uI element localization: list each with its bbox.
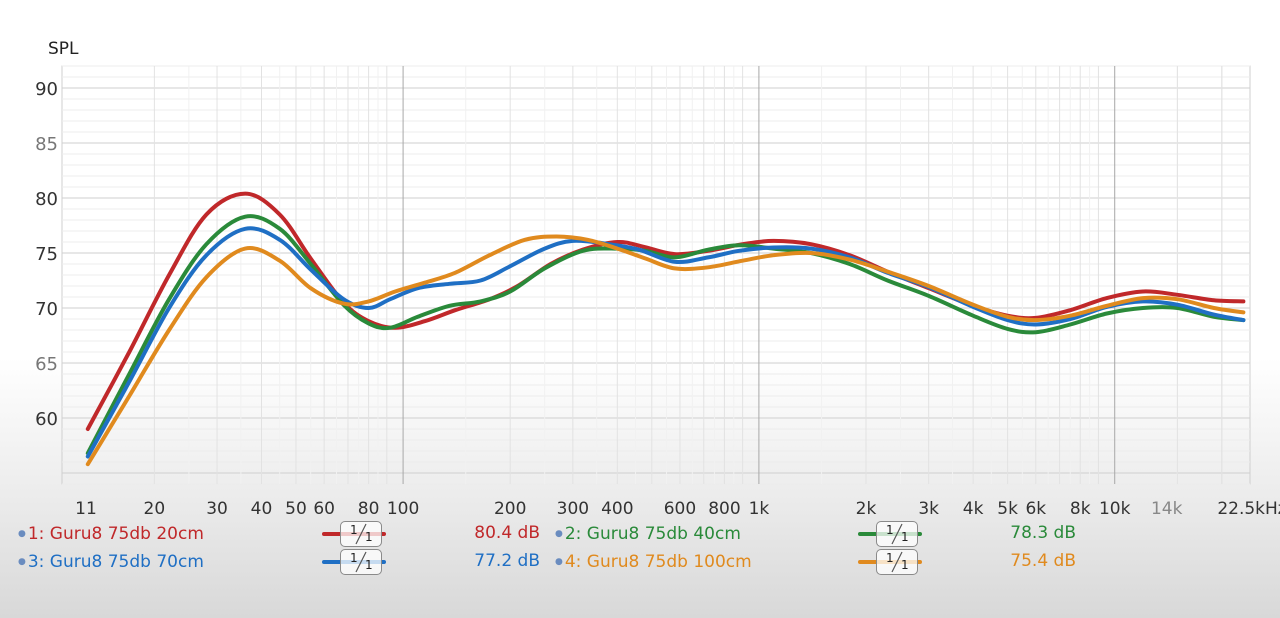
y-tick-label: 80 <box>35 189 58 210</box>
x-tick-label: 2k <box>856 499 877 519</box>
x-tick-label: 200 <box>494 499 526 519</box>
x-tick-label: 60 <box>313 499 335 519</box>
legend-visibility-icon[interactable]: ● <box>18 529 26 539</box>
x-tick-label: 22.5kHz <box>1217 499 1280 519</box>
chart-axes: 90 85 80 75 70 65 60 11 20 30 40 50 60 80 100 200 300 400… <box>35 79 1280 519</box>
legend-peak-value: 80.4 dB <box>474 523 540 543</box>
legend-peak-value: 78.3 dB <box>1010 523 1076 543</box>
y-tick-label: 60 <box>35 409 58 430</box>
legend-series-name: 3: Guru8 75db 70cm <box>27 552 204 572</box>
x-tick-label: 6k <box>1025 499 1046 519</box>
x-tick-label: 20 <box>144 499 166 519</box>
x-tick-label: 30 <box>206 499 228 519</box>
x-tick-label: 14k <box>1151 499 1183 519</box>
legend-entry-4[interactable]: ● 4: Guru8 75db 100cm <box>555 548 752 576</box>
series-line-1 <box>85 191 1246 431</box>
legend: ● 1: Guru8 75db 20cm 1 1 80.4 dB ● 2: Guru8 75… <box>0 518 1280 578</box>
x-tick-label: 8k <box>1070 499 1091 519</box>
legend-entry-2[interactable]: ● 2: Guru8 75db 40cm <box>555 520 741 548</box>
legend-entry-3[interactable]: ● 3: Guru8 75db 70cm <box>18 548 204 576</box>
chart-grid <box>61 65 1251 485</box>
y-tick-label: 90 <box>35 79 58 100</box>
chart-series <box>85 191 1246 467</box>
legend-visibility-icon[interactable]: ● <box>18 557 26 567</box>
x-tick-label: 40 <box>251 499 273 519</box>
legend-series-name: 2: Guru8 75db 40cm <box>564 524 741 544</box>
series-line-3 <box>85 226 1246 459</box>
legend-visibility-icon[interactable]: ● <box>555 529 563 539</box>
x-tick-label: 600 <box>664 499 696 519</box>
x-tick-label: 5k <box>997 499 1018 519</box>
x-tick-label: 4k <box>963 499 984 519</box>
x-tick-label: 50 <box>285 499 307 519</box>
x-tick-label: 80 <box>358 499 380 519</box>
x-tick-label: 400 <box>601 499 633 519</box>
legend-series-name: 1: Guru8 75db 20cm <box>27 524 204 544</box>
x-tick-label: 300 <box>557 499 589 519</box>
x-tick-label: 100 <box>387 499 419 519</box>
y-tick-label: 70 <box>35 299 58 320</box>
legend-series-name: 4: Guru8 75db 100cm <box>564 552 752 572</box>
series-line-4 <box>85 234 1246 467</box>
y-tick-label: 75 <box>35 244 58 265</box>
x-tick-label: 3k <box>918 499 939 519</box>
y-axis-label: SPL <box>48 39 79 59</box>
legend-peak-value: 75.4 dB <box>1010 551 1076 571</box>
legend-entry-1[interactable]: ● 1: Guru8 75db 20cm <box>18 520 204 548</box>
legend-peak-value: 77.2 dB <box>474 551 540 571</box>
x-tick-label: 800 <box>708 499 740 519</box>
x-tick-label: 10k <box>1099 499 1131 519</box>
y-tick-label: 85 <box>35 134 58 155</box>
y-tick-label: 65 <box>35 354 58 375</box>
x-tick-label: 1k <box>749 499 770 519</box>
legend-visibility-icon[interactable]: ● <box>555 557 563 567</box>
x-tick-label: 11 <box>75 499 97 519</box>
